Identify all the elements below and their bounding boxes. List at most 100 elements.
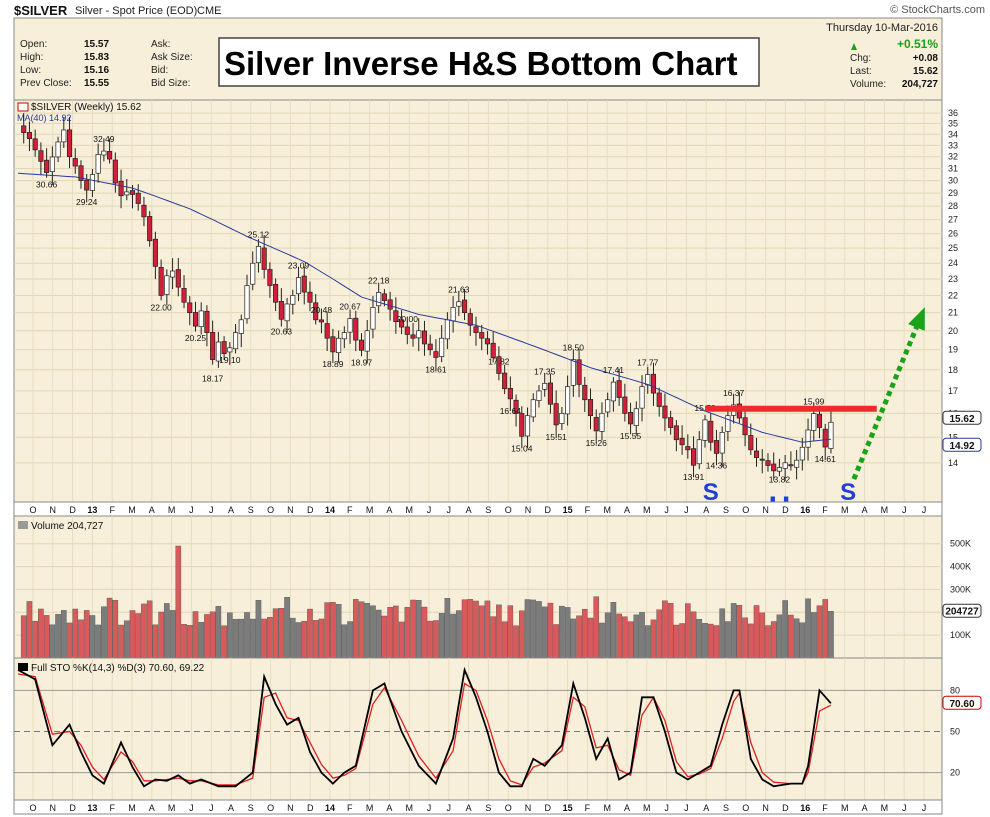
x-tick-label: A (703, 803, 709, 813)
candle-body (295, 277, 302, 295)
candle-body (645, 374, 651, 386)
price-annotation: 20.48 (311, 305, 333, 315)
candle-body (582, 384, 588, 401)
candle-body (44, 159, 50, 173)
volume-bar (118, 624, 124, 659)
candle-body (170, 270, 176, 278)
volume-bar (604, 612, 611, 659)
volume-bar (72, 608, 79, 659)
volume-bar (553, 624, 559, 659)
stat-value: 15.83 (84, 52, 109, 63)
volume-bar (633, 614, 640, 659)
volume-bar (404, 607, 411, 659)
candle-body (421, 330, 428, 345)
x-tick-label: O (267, 803, 274, 813)
volume-bar (639, 612, 645, 659)
volume-bar (398, 621, 405, 659)
x-tick-label: F (585, 803, 591, 813)
volume-bar (810, 612, 817, 659)
volume-bars (20, 545, 834, 659)
candle-body (307, 291, 313, 303)
stat-value: 15.55 (84, 78, 109, 89)
ma-tag-box (942, 437, 982, 452)
candle-body (393, 310, 399, 322)
x-tick-label: N (287, 505, 294, 515)
candle-body (158, 266, 164, 296)
x-tick-label: A (228, 803, 234, 813)
volume-bar (622, 616, 628, 659)
candle-body (496, 356, 502, 374)
candle-body (490, 342, 496, 358)
candle-body (673, 425, 679, 441)
candle-body (238, 319, 244, 334)
x-axis-1: O N D 13 F M A M J J A S O N D 14 F M A M J J A S O N D 15 F M A M J J A S O… (29, 505, 926, 515)
tick-label: 400K (950, 562, 971, 572)
x-tick-label: N (50, 803, 57, 813)
candle-body (519, 413, 525, 437)
price-grid (14, 100, 942, 502)
candle-body (439, 337, 445, 357)
arrow-shaft (851, 311, 925, 480)
x-tick-label: N (287, 803, 294, 813)
candle-body (570, 359, 576, 386)
volume-bar (215, 606, 222, 659)
volume-bar (421, 606, 428, 659)
volume-bar (32, 620, 38, 659)
x-tick-label: M (603, 803, 611, 813)
volume-bar (335, 604, 342, 659)
x-tick-label: N (762, 505, 769, 515)
x-tick-label: F (347, 505, 353, 515)
x-tick-label: D (307, 505, 314, 515)
stat-label: Ask: (151, 39, 170, 50)
candle-body (336, 337, 342, 354)
candle-body (822, 428, 828, 448)
x-tick-label: F (347, 803, 353, 813)
volume-bar (547, 602, 554, 659)
volume-bar (679, 623, 685, 659)
candle-body (175, 269, 181, 288)
x-tick-label: 13 (87, 505, 97, 515)
x-tick-label: D (69, 803, 76, 813)
volume-bar (352, 599, 359, 659)
volume-bar (748, 623, 754, 659)
candle-body (278, 301, 284, 320)
volume-bar (559, 605, 565, 659)
pattern-label: S (703, 479, 719, 506)
volume-bar (788, 614, 794, 659)
volume-bar (66, 622, 73, 659)
volume-bar (616, 613, 622, 659)
candle-body (210, 331, 216, 360)
volume-bar (696, 619, 703, 659)
candle-body (753, 450, 760, 458)
volume-bar (221, 625, 227, 659)
x-tick-label: J (902, 505, 907, 515)
volume-bar (267, 617, 273, 659)
x-tick-label: O (742, 803, 749, 813)
candle-body (198, 310, 204, 327)
x-tick-label: N (50, 505, 57, 515)
volume-bar (599, 622, 605, 659)
volume-bar (770, 621, 777, 659)
candle-body (639, 386, 645, 409)
tick-label: 21 (948, 308, 958, 318)
volume-bar (793, 618, 800, 659)
price-annotation: 15.26 (586, 438, 608, 448)
price-annotation: 17.77 (637, 358, 659, 368)
chart-exchange: CME (197, 5, 221, 17)
candle-body (416, 330, 422, 339)
candle-body (433, 351, 439, 358)
volume-bar (106, 597, 113, 659)
volume-bar (484, 600, 491, 659)
candle-body (152, 238, 158, 267)
volume-bar (112, 600, 119, 659)
volume-bar (707, 623, 714, 659)
x-tick-label: O (742, 505, 749, 515)
x-tick-label: N (525, 505, 532, 515)
price-annotation: 15.99 (803, 397, 825, 407)
x-tick-label: M (841, 505, 849, 515)
candle-body (530, 399, 536, 418)
volume-bar (249, 618, 256, 659)
tick-label: 23 (948, 274, 958, 284)
x-tick-label: 15 (563, 505, 573, 515)
price-annotation: 19.10 (219, 355, 241, 365)
